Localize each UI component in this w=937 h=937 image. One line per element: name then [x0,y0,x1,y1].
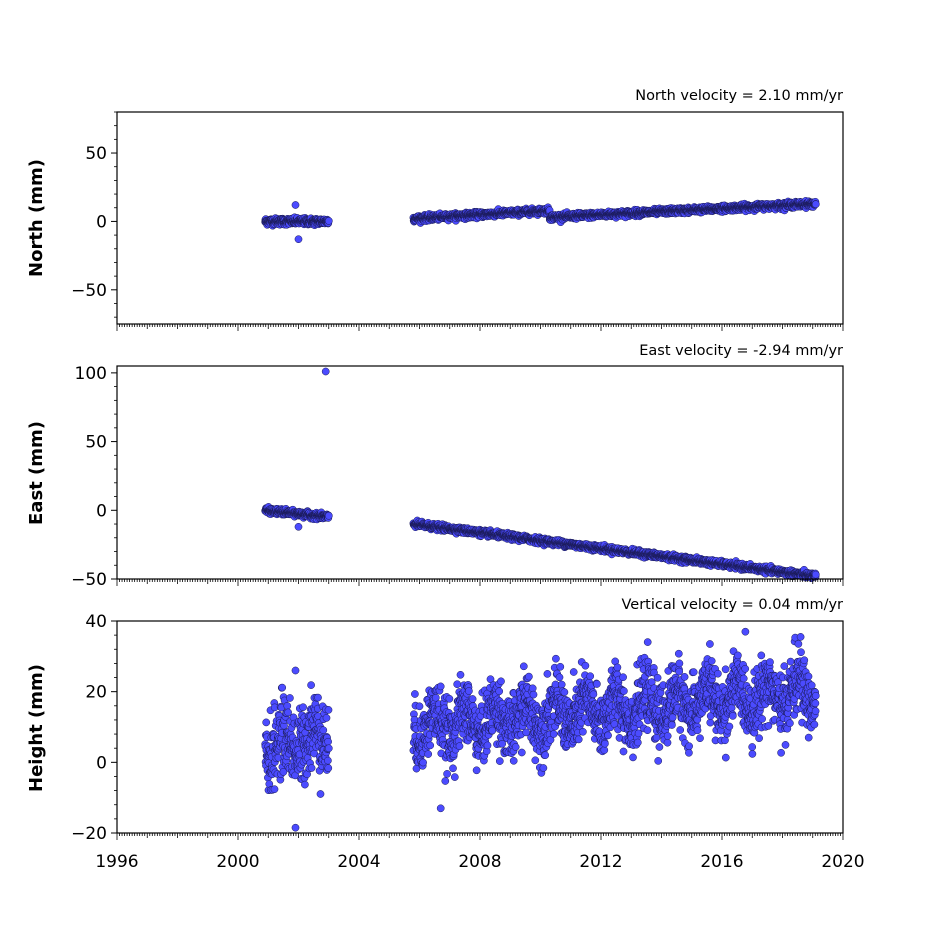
data-point [811,200,820,209]
east-ylabel: East (mm) [26,421,47,525]
north-ylabel: North (mm) [26,159,47,277]
north-panel: North velocity = 2.10 mm/yr North (mm) −… [26,88,844,331]
data-point [324,217,333,225]
north-points [261,197,820,244]
data-point [811,570,820,579]
y-tick-label: 0 [96,212,107,232]
y-tick-label: 50 [85,433,107,453]
outlier-point [294,522,303,531]
y-tick-label: 0 [96,501,107,521]
outlier-point [294,235,303,244]
y-tick-label: 100 [75,364,107,384]
data-point [324,511,333,520]
east-velocity-title: East velocity = -2.94 mm/yr [639,343,843,359]
y-tick-label: 50 [85,144,107,164]
outlier-point [321,367,330,376]
y-tick-label: −50 [71,281,107,301]
outlier-point [291,201,300,209]
north-velocity-title: North velocity = 2.10 mm/yr [635,88,843,104]
y-tick-label: −50 [71,570,107,590]
